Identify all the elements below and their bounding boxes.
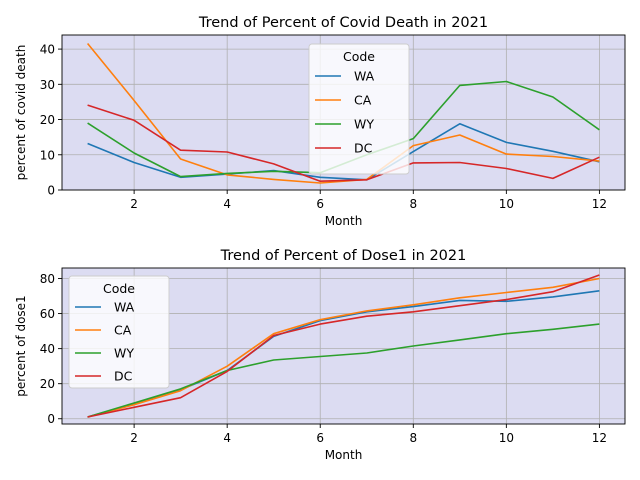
legend-label-ca: CA xyxy=(114,323,132,338)
series-line-dc xyxy=(87,274,600,418)
x-tick-label: 4 xyxy=(223,197,231,211)
series-line-wa xyxy=(87,290,600,418)
x-axis-label: Month xyxy=(325,214,363,228)
legend-label-wy: WY xyxy=(114,346,134,361)
axes-frame xyxy=(61,34,626,191)
x-tick-label: 8 xyxy=(409,197,417,211)
legend-title: Code xyxy=(103,281,135,296)
legend-box xyxy=(68,275,170,389)
chart-panel-2: 2 4 6 8 10 12 0 20 40 60 80 Trend of Percent of Dos… xyxy=(14,248,626,462)
series-line-dc xyxy=(87,104,600,182)
axes-frame xyxy=(61,267,626,425)
legend: Code WA CA WY DC xyxy=(68,275,170,389)
x-tick-label: 4 xyxy=(223,431,231,445)
chart-title: Trend of Percent of Dose1 in 2021 xyxy=(220,248,467,264)
legend-label-wa: WA xyxy=(354,69,375,84)
legend-label-dc: DC xyxy=(114,369,133,384)
y-tick-label: 0 xyxy=(47,184,55,198)
legend-title: Code xyxy=(343,49,375,64)
y-tick-label: 30 xyxy=(40,78,55,92)
y-tick-label: 10 xyxy=(40,148,55,162)
y-axis-label: percent of dose1 xyxy=(14,295,28,396)
legend: Code WA CA WY DC xyxy=(308,43,410,175)
x-tick-label: 2 xyxy=(130,197,138,211)
x-tick-label: 6 xyxy=(316,431,324,445)
legend-label-dc: DC xyxy=(354,141,373,156)
y-tick-label: 40 xyxy=(40,43,55,57)
x-axis-label: Month xyxy=(325,448,363,462)
chart-title: Trend of Percent of Covid Death in 2021 xyxy=(198,15,488,31)
x-tick-label: 10 xyxy=(499,431,514,445)
series-line-ca xyxy=(87,277,600,418)
x-tick-label: 2 xyxy=(130,431,138,445)
x-tick-label: 8 xyxy=(409,431,417,445)
legend-label-ca: CA xyxy=(354,93,372,108)
legend-label-wy: WY xyxy=(354,117,374,132)
y-tick-label: 60 xyxy=(40,307,55,321)
y-tick-label: 20 xyxy=(40,113,55,127)
x-tick-label: 10 xyxy=(499,197,514,211)
y-tick-label: 40 xyxy=(40,342,55,356)
legend-label-wa: WA xyxy=(114,300,135,315)
chart-panel-1: 2 4 6 8 10 12 0 10 20 30 40 Trend of Percent of Cov… xyxy=(14,15,626,228)
x-tick-label: 12 xyxy=(592,197,607,211)
y-axis-label: percent of covid death xyxy=(14,45,28,181)
y-tick-label: 20 xyxy=(40,377,55,391)
x-tick-label: 6 xyxy=(316,197,324,211)
x-tick-label: 12 xyxy=(592,431,607,445)
series-line-wy xyxy=(87,323,600,418)
series-line-wa xyxy=(87,123,600,181)
y-tick-label: 80 xyxy=(40,272,55,286)
y-tick-label: 0 xyxy=(47,412,55,426)
